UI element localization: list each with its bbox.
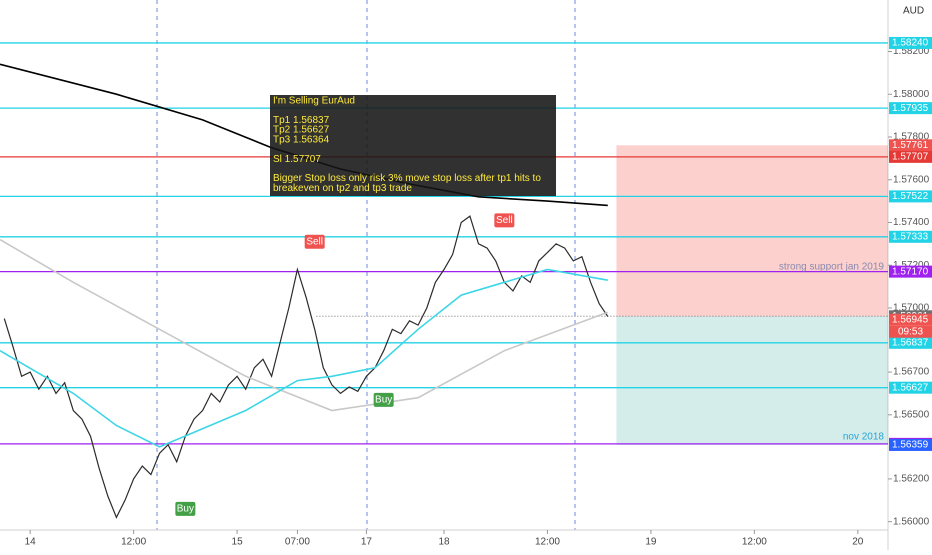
- price-tag-label: 1.57935: [892, 103, 929, 114]
- price-tag-label: 1.56945: [892, 314, 929, 325]
- price-tag: [889, 190, 932, 203]
- price-tag: [889, 336, 932, 349]
- x-tick-label: 19: [645, 537, 657, 548]
- x-tick-label: 12:00: [535, 537, 560, 548]
- signal-marker: [373, 392, 394, 407]
- price-tag: [889, 313, 932, 326]
- y-tick-label: 1.58000: [893, 89, 930, 100]
- annotation-line: Sl 1.57707: [273, 154, 321, 165]
- signal-label: Sell: [496, 215, 513, 226]
- price-tag: [889, 102, 932, 115]
- x-tick-label: 15: [232, 537, 244, 548]
- stop-zone: [616, 145, 888, 317]
- y-tick-label: 1.56500: [893, 409, 930, 420]
- y-tick-label: 1.57800: [893, 132, 930, 143]
- price-tag: [889, 36, 932, 49]
- price-tag: [889, 230, 932, 243]
- signal-label: Buy: [177, 503, 194, 514]
- price-tag: [889, 139, 932, 152]
- price-tag: [889, 438, 932, 451]
- price-tag: [889, 265, 932, 278]
- signal-label: Sell: [306, 236, 323, 247]
- y-tick-label: 1.56200: [893, 474, 930, 485]
- annotation-box: [270, 95, 556, 196]
- annotation-line: Tp3 1.56364: [273, 134, 330, 145]
- annotation-line: Tp2 1.56627: [273, 125, 330, 136]
- x-tick-label: 12:00: [121, 537, 146, 548]
- annotation-line: I'm Selling EurAud: [273, 96, 355, 107]
- price-tag-label: 1.58240: [892, 38, 929, 49]
- y-tick-label: 1.57600: [893, 174, 930, 185]
- x-tick-label: 20: [852, 537, 864, 548]
- price-tag-label: 1.57522: [892, 191, 929, 202]
- x-tick-label: 07:00: [285, 537, 310, 548]
- y-tick-label: 1.57200: [893, 260, 930, 271]
- signal-marker: [304, 234, 325, 249]
- currency: AUD: [903, 6, 924, 17]
- price-line: [0, 238, 609, 412]
- y-tick-label: 1.56000: [893, 516, 930, 527]
- price-tag: [889, 381, 932, 394]
- x-tick-label: 12:00: [742, 537, 767, 548]
- annotation-line: Bigger Stop loss only risk 3% move stop …: [273, 173, 541, 184]
- price-line: [0, 268, 608, 448]
- x-tick-label: 17: [361, 537, 373, 548]
- y-tick-label: 1.58200: [893, 46, 930, 57]
- x-tick-label: 18: [438, 537, 450, 548]
- price-tag-label: 1.56837: [892, 337, 929, 348]
- support-note: strong support jan 2019: [779, 261, 885, 272]
- price-tag-label: 1.57707: [892, 152, 929, 163]
- countdown-tag: [889, 325, 932, 338]
- price-tag-label: 1.57170: [892, 266, 929, 277]
- annotation-line: Tp1 1.56837: [273, 115, 330, 126]
- y-tick-label: 1.57400: [893, 217, 930, 228]
- price-tag-label: 1.56627: [892, 382, 929, 393]
- y-tick-label: 1.57000: [893, 303, 930, 314]
- price-line: [3, 215, 609, 519]
- signal-marker: [494, 213, 515, 228]
- price-tag-label: 1.57761: [892, 140, 929, 151]
- signal-marker: [175, 501, 196, 516]
- x-tick-label: 14: [25, 537, 37, 548]
- y-tick-label: 1.56700: [893, 367, 930, 378]
- target-zone: [616, 316, 888, 445]
- price-tag-label: 1.57333: [892, 231, 929, 242]
- nov-note: nov 2018: [843, 432, 885, 443]
- annotation-line: breakeven on tp2 and tp3 trade: [273, 183, 412, 194]
- price-tag-label: 1.56359: [892, 440, 929, 451]
- countdown: 09:53: [898, 326, 923, 337]
- signal-label: Buy: [375, 394, 392, 405]
- price-tag: [889, 150, 932, 163]
